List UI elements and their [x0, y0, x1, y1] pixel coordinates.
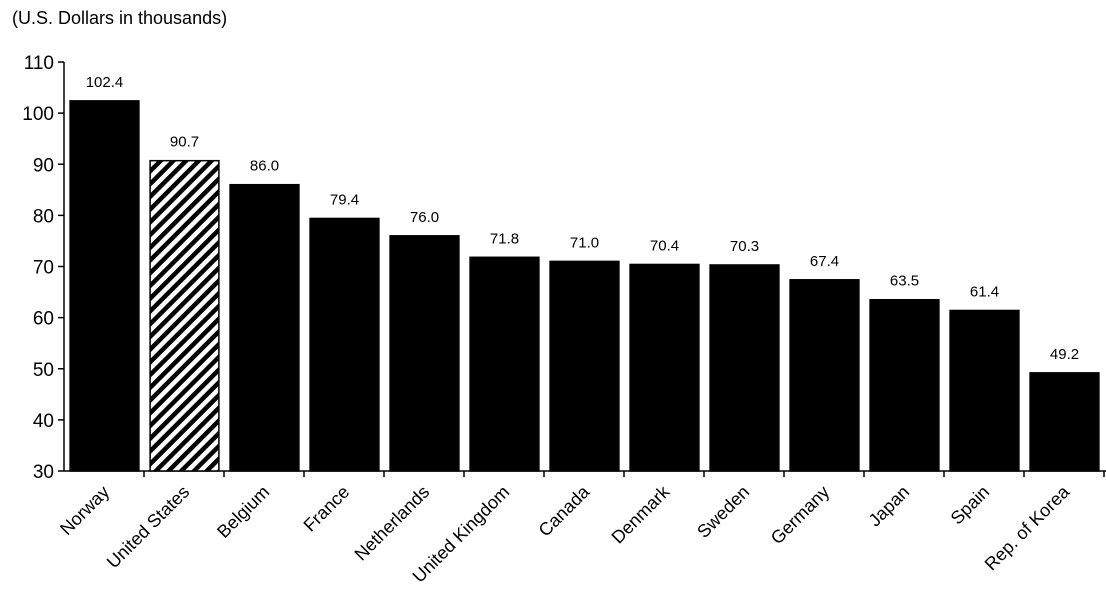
bar-belgium	[229, 183, 300, 472]
x-tick-label: Canada	[535, 481, 594, 540]
data-labels: 102.4 90.7 86.0 79.4 76.0 71.8 71.0 70.4 70.3 67.…	[86, 74, 1079, 363]
x-tick-label: Belgium	[213, 482, 273, 542]
data-label: 70.3	[730, 238, 759, 255]
bar-sweden	[709, 264, 780, 472]
x-tick-label: Japan	[865, 482, 914, 531]
bar-denmark	[629, 263, 700, 472]
bar-united-kingdom	[469, 256, 540, 472]
bar-spain	[949, 309, 1020, 472]
data-label: 67.4	[810, 253, 839, 270]
y-tick-label: 50	[33, 360, 54, 381]
data-label: 71.8	[490, 230, 519, 247]
data-label: 70.4	[650, 237, 679, 254]
data-label: 76.0	[410, 209, 439, 226]
data-label: 79.4	[330, 191, 359, 208]
x-tick-label: United States	[103, 482, 194, 573]
bar-japan	[869, 298, 940, 472]
x-tick-label: Spain	[947, 482, 994, 529]
y-tick-label: 90	[33, 155, 54, 176]
data-label: 49.2	[1050, 346, 1079, 363]
x-tick-label: Denmark	[608, 481, 674, 547]
data-label: 71.0	[570, 234, 599, 251]
x-tick-label: Germany	[767, 482, 833, 548]
y-tick-label: 100	[22, 104, 54, 125]
x-tick-label: France	[300, 482, 354, 536]
bar-france	[309, 217, 380, 472]
y-tick-label: 80	[33, 206, 54, 227]
bar-germany	[789, 279, 860, 472]
chart-subtitle: (U.S. Dollars in thousands)	[12, 8, 228, 28]
bars	[69, 100, 1100, 472]
x-tick-label: Netherlands	[351, 482, 434, 565]
y-tick-label: 110	[24, 53, 54, 74]
axes: 30 40 50 60 70 80 90 100 110	[22, 53, 1106, 483]
data-label: 63.5	[890, 273, 919, 290]
data-label: 86.0	[250, 158, 279, 175]
bar-rep-of-korea	[1029, 372, 1100, 472]
data-label: 102.4	[86, 74, 124, 91]
bar-united-states	[149, 159, 220, 472]
y-tick-label: 40	[33, 411, 54, 432]
data-label: 90.7	[170, 134, 199, 151]
x-tick-label: Norway	[56, 482, 113, 539]
y-tick-label: 70	[33, 258, 54, 279]
data-label: 61.4	[970, 283, 999, 300]
bar-netherlands	[389, 235, 460, 472]
bar-norway	[69, 100, 140, 472]
bar-canada	[549, 260, 620, 472]
y-tick-label: 60	[33, 309, 54, 330]
x-tick-label: Rep. of Korea	[981, 481, 1074, 574]
x-tick-label: Sweden	[693, 482, 753, 542]
y-tick-label: 30	[33, 462, 54, 483]
